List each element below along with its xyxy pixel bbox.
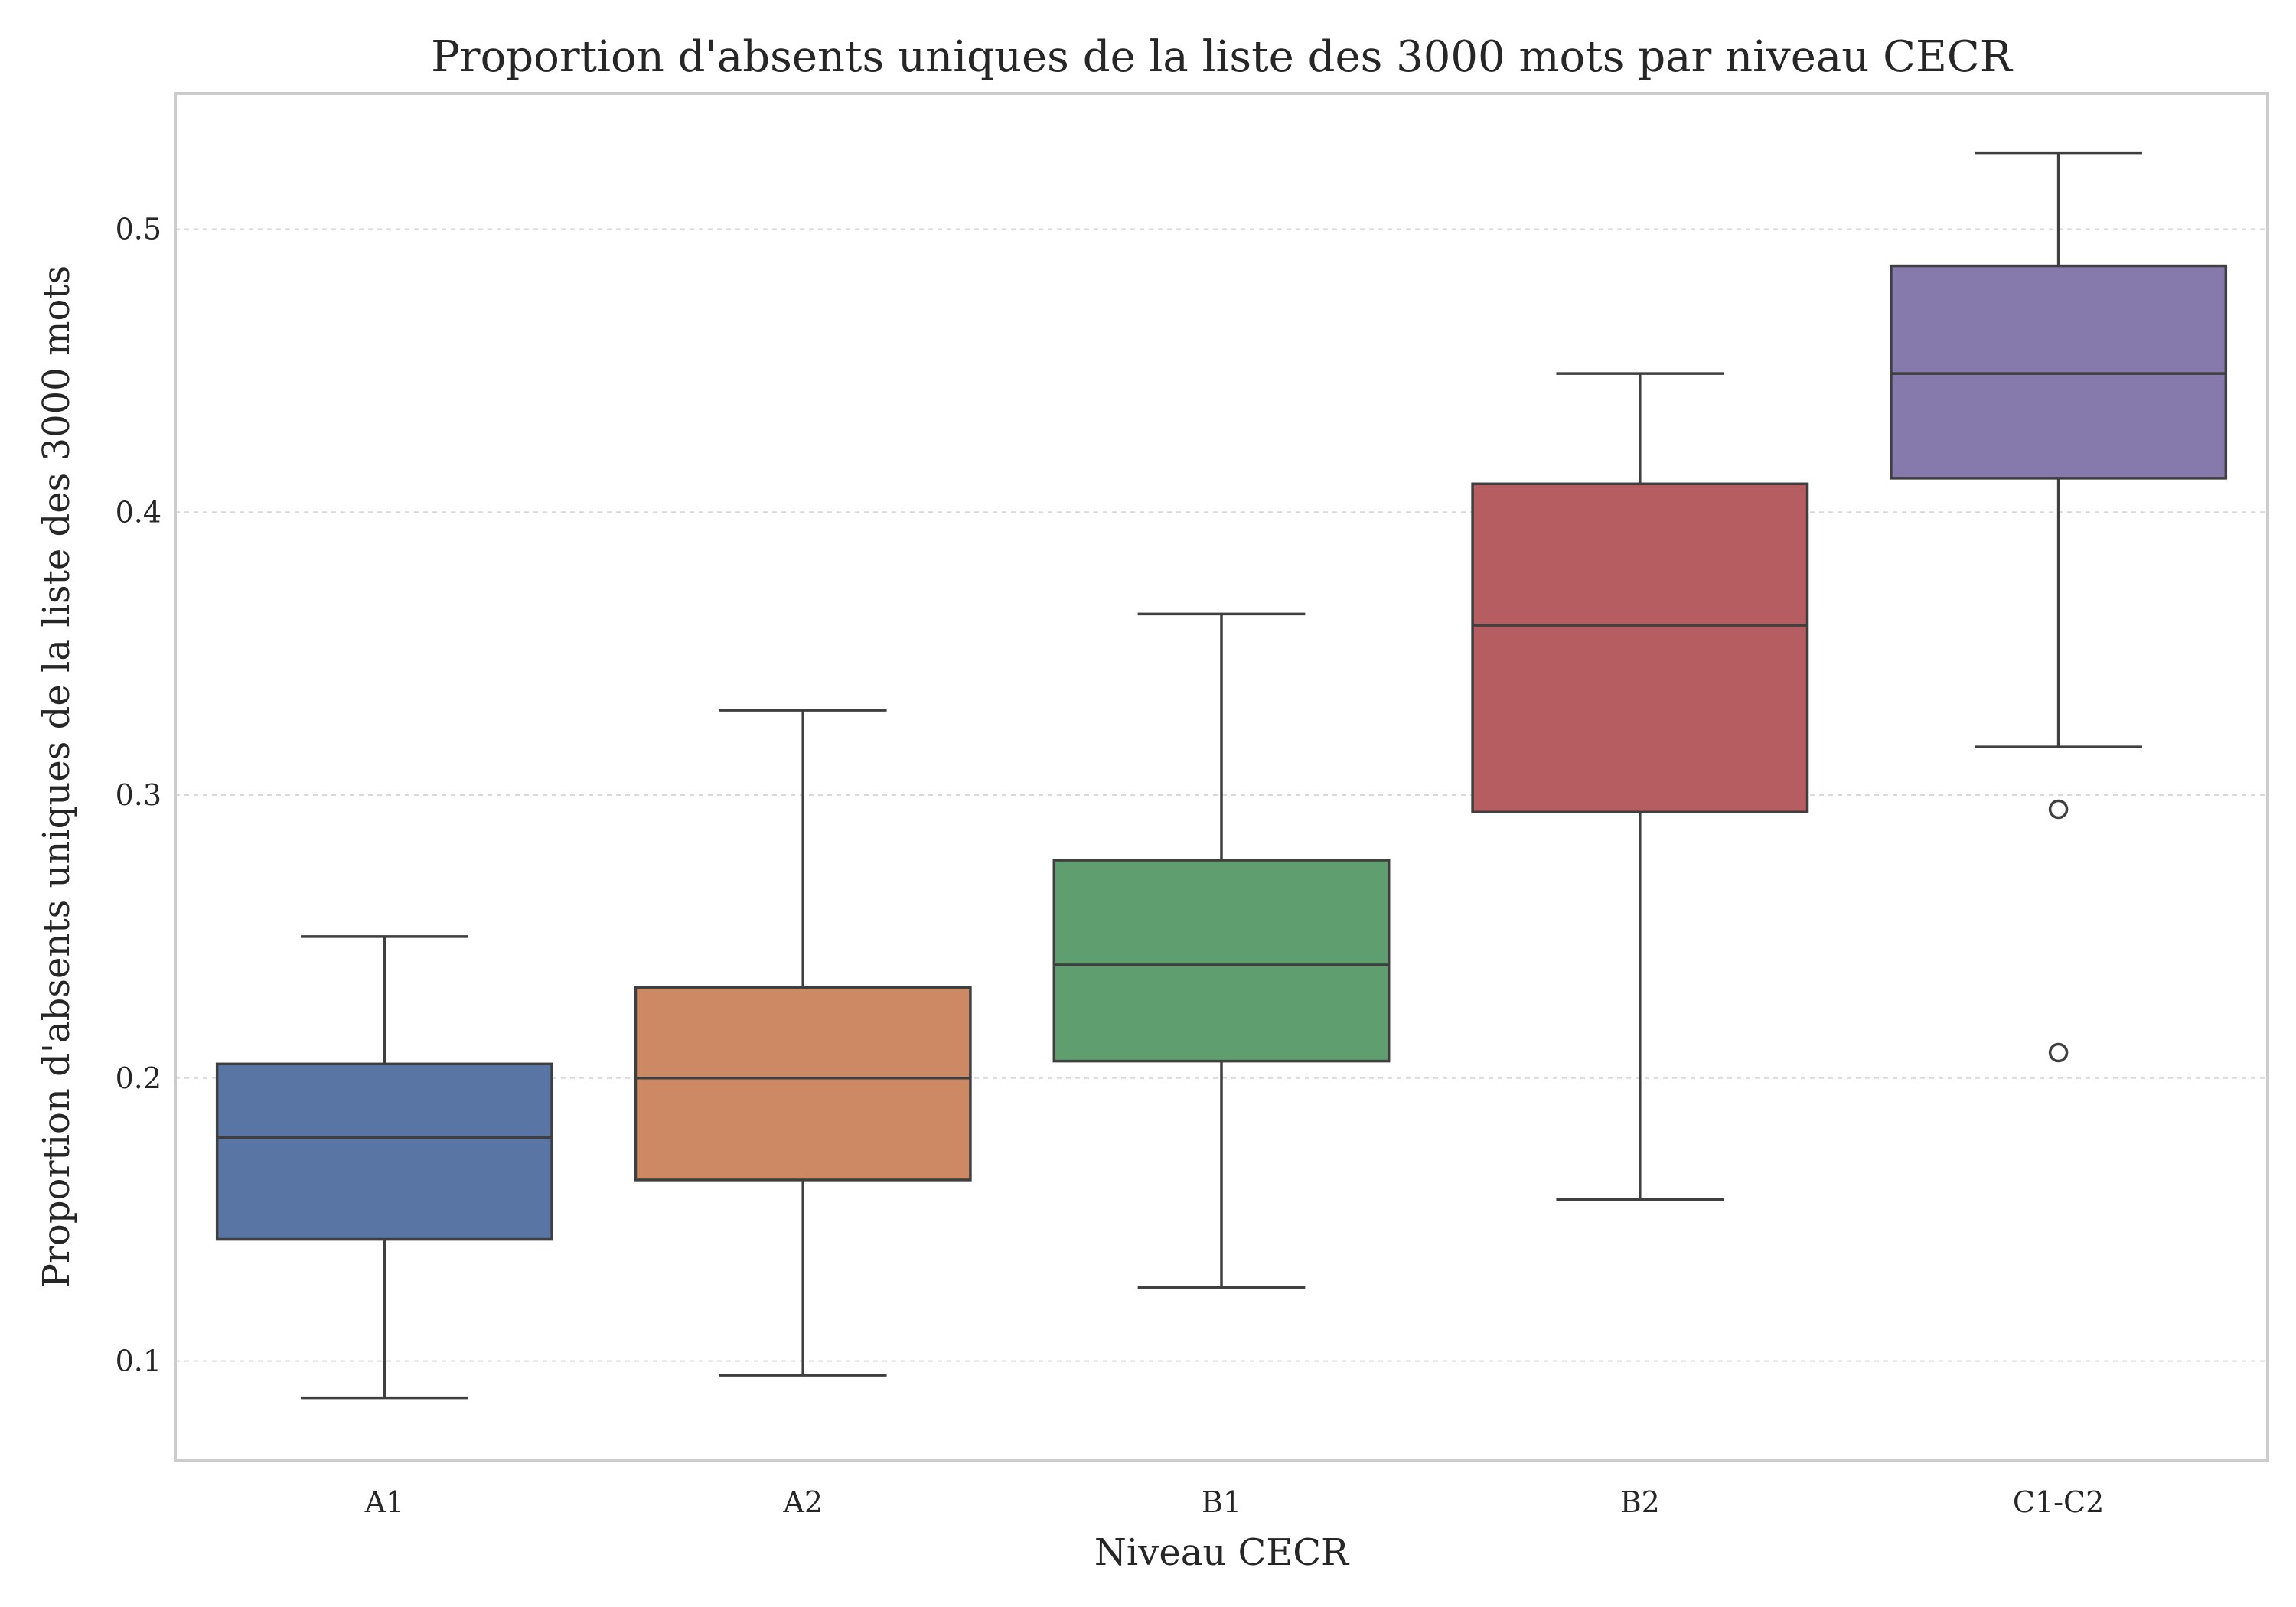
- box-a1: [215, 935, 553, 1400]
- x-tick-label: B2: [1620, 1485, 1660, 1519]
- iqr-box: [1890, 264, 2228, 480]
- box-c1-c2: [1890, 151, 2228, 1063]
- y-tick-label: 0.2: [116, 1061, 161, 1095]
- x-tick-label: C1-C2: [2013, 1485, 2104, 1519]
- outlier-point: [2048, 799, 2069, 820]
- box-a2: [634, 709, 972, 1377]
- x-axis-label: Niveau CECR: [1094, 1531, 1350, 1574]
- iqr-box: [215, 1062, 553, 1241]
- y-axis-label: Proportion d'absents uniques de la liste…: [35, 266, 78, 1289]
- x-tick-label: A1: [364, 1485, 405, 1519]
- iqr-box: [1052, 859, 1391, 1063]
- y-tick-label: 0.3: [116, 778, 161, 812]
- y-tick-label: 0.5: [116, 212, 161, 246]
- y-tick-label: 0.1: [116, 1345, 161, 1378]
- chart-title: Proportion d'absents uniques de la liste…: [431, 32, 2014, 82]
- iqr-box: [1471, 482, 1809, 813]
- y-tick-label: 0.4: [116, 495, 161, 529]
- y-tick-labels: 0.1 0.2 0.3 0.4 0.5: [116, 212, 161, 1377]
- iqr-box: [634, 986, 972, 1182]
- boxes: [215, 151, 2228, 1400]
- box-b1: [1052, 612, 1391, 1289]
- outlier-point: [2048, 1042, 2069, 1063]
- x-tick-label: A2: [782, 1485, 823, 1519]
- x-tick-labels: A1 A2 B1 B2 C1-C2: [364, 1485, 2105, 1519]
- plot-frame: [174, 92, 2269, 1462]
- x-tick-label: B1: [1202, 1485, 1241, 1519]
- box-b2: [1471, 372, 1809, 1201]
